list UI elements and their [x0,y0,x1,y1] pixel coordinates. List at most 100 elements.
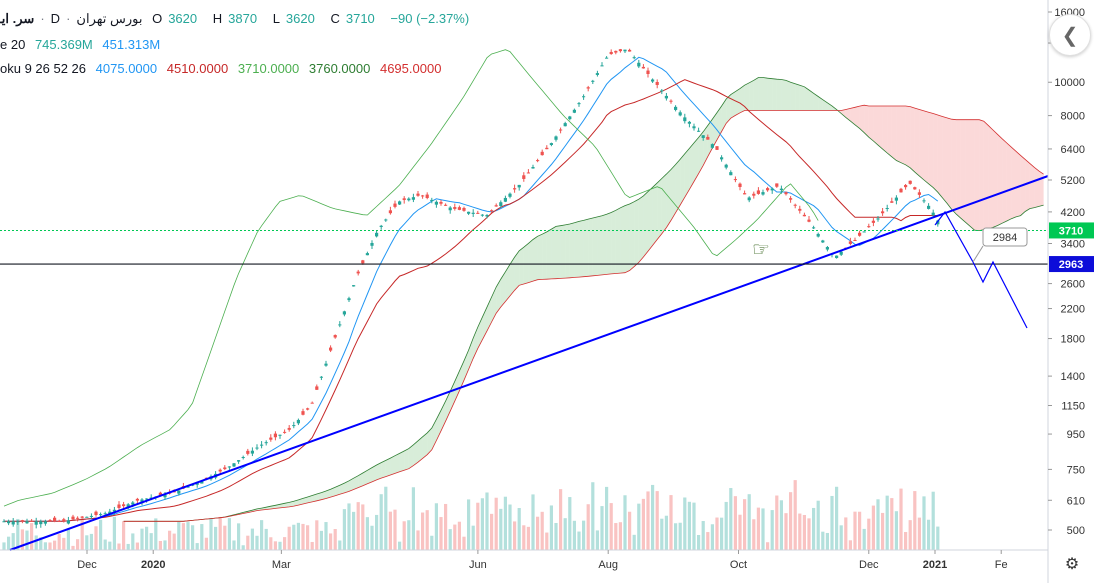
candle-body [738,183,742,187]
volume-bar [490,513,494,550]
cloud-segment [454,371,460,402]
candle-body [398,201,402,205]
candle-body [674,106,678,110]
cloud-segment [993,130,998,228]
cloud-segment [753,77,759,111]
candle-body [25,521,29,524]
candle-body [825,247,829,250]
volume-bar [513,521,517,550]
candle-body [379,225,383,227]
ichimoku-label[interactable]: oku 9 26 52 26 [0,61,87,76]
candle-body [706,136,710,140]
volume-bar [733,496,737,550]
candle-body [885,208,889,210]
cloud-segment [353,475,359,490]
cloud-segment [592,216,598,276]
chikou-line [3,49,819,507]
volume-bar [338,540,342,550]
volume-bar [743,499,747,550]
candle-body [807,219,811,222]
candle-body [99,514,103,516]
cloud-segment [556,225,561,279]
cloud-segment [712,112,717,149]
volume-bar [609,503,613,550]
candle-body [931,212,935,216]
gear-icon[interactable]: ⚙ [1064,556,1080,573]
volume-bar [729,488,733,550]
candle-body [453,207,457,209]
candle-body [388,210,392,214]
volume-bar [540,511,544,550]
candle-body [637,62,641,67]
time-tick-label: Fe [995,559,1008,571]
symbol-name[interactable]: سر. ایـ [0,11,35,26]
volume-bar [894,511,898,550]
volume-bar [710,524,714,550]
volume-bar [425,510,429,550]
cloud-segment [505,264,510,302]
candle-body [361,260,365,264]
volume-bar [370,525,374,550]
volume-legend: e 20 745.369M 451.313M [0,37,166,53]
cloud-segment [533,236,538,282]
cloud-segment [781,79,786,111]
cloud-segment [500,271,506,308]
volume-bar [214,526,218,550]
candle-body [140,499,144,504]
volume-bar [485,492,489,550]
volume-bar [526,526,530,550]
candle-body [126,504,130,508]
interval-label[interactable]: D [50,11,61,26]
candle-body [7,521,11,524]
cloud-segment [537,234,543,280]
candle-body [687,121,691,124]
candle-body [623,49,627,52]
candle-body [338,324,342,326]
candle-body [430,199,434,202]
candle-body [494,205,498,207]
volume-label[interactable]: e 20 [0,37,26,52]
back-arrow-icon[interactable]: ❮ [1049,14,1091,56]
candle-body [568,116,572,120]
candle-body [853,239,857,241]
volume-bar [223,525,227,550]
volume-bar [697,534,701,550]
volume-bar [80,517,84,550]
candle-body [310,402,314,404]
cloud-segment [606,212,612,275]
price-tick-label: 10000 [1054,77,1085,89]
volume-bar [76,539,80,550]
volume-bar [30,523,34,550]
volume-bar [770,510,774,550]
cloud-segment [790,82,796,111]
cloud-segment [385,458,391,477]
cloud-segment [1002,138,1007,224]
cloud-segment [579,220,584,278]
cloud-segment [390,455,395,475]
volume-bar [904,531,908,550]
volume-bar [315,520,319,550]
candle-body [766,188,770,191]
volume-bar [816,500,820,550]
candle-body [733,179,737,181]
cloud-segment [795,83,800,111]
cloud-segment [956,119,961,219]
price-tick-label: 950 [1067,429,1085,441]
candle-body [904,185,908,188]
candle-body [356,271,360,274]
hand-pointer-icon: ☞ [752,239,770,261]
candle-body [158,492,162,496]
volume-bar [398,541,402,550]
candle-body [112,509,116,512]
candle-body [287,427,291,430]
legend-separator: · [40,11,45,26]
volume-bar [480,498,484,550]
volume-bar [508,504,512,550]
volume-bar [333,529,337,550]
cloud-segment [560,224,566,279]
cloud-segment [749,80,754,111]
drawings[interactable]: 2984 ☞ [0,175,1049,551]
cloud-segment [464,350,469,381]
candle-body [232,463,236,467]
